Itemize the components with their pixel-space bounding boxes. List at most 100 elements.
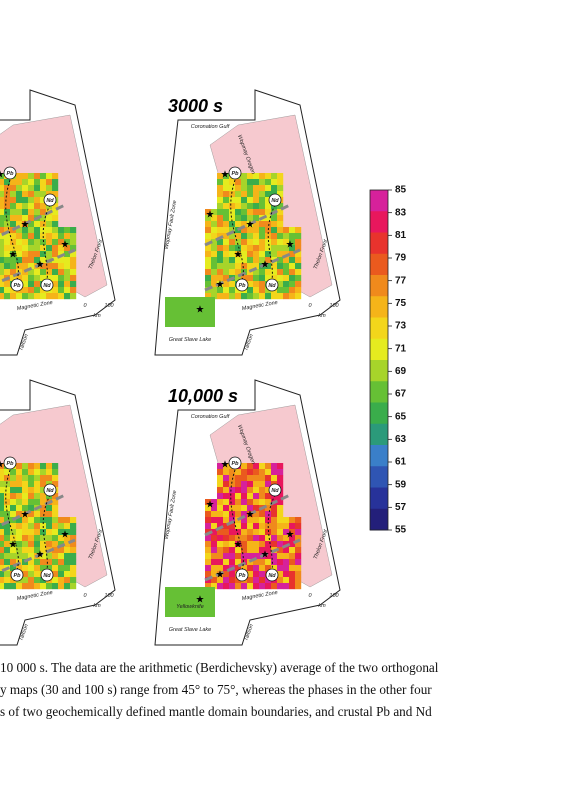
data-cell	[10, 179, 17, 186]
data-cell	[0, 571, 5, 578]
data-cell	[235, 523, 242, 530]
data-cell	[28, 185, 35, 192]
data-cell	[241, 553, 248, 560]
data-cell	[10, 523, 17, 530]
data-cell	[271, 263, 278, 270]
data-cell	[34, 547, 41, 554]
data-cell	[4, 553, 11, 560]
data-cell	[229, 281, 236, 288]
data-cell	[247, 233, 254, 240]
data-cell	[28, 173, 35, 180]
data-cell	[217, 481, 224, 488]
data-cell	[64, 269, 71, 276]
data-cell	[223, 505, 230, 512]
data-cell	[229, 203, 236, 210]
isotope-label: Pb	[238, 283, 246, 289]
data-cell	[277, 463, 284, 470]
data-cell	[211, 499, 218, 506]
data-cell	[265, 529, 272, 536]
data-cell	[28, 287, 35, 294]
data-cell	[70, 547, 77, 554]
data-cell	[52, 511, 59, 518]
data-cell	[205, 505, 212, 512]
data-cell	[241, 547, 248, 554]
data-cell	[217, 185, 224, 192]
data-cell	[0, 529, 5, 536]
data-cell	[259, 463, 266, 470]
colorbar-segment	[370, 338, 388, 361]
data-cell	[283, 523, 290, 530]
data-cell	[46, 583, 53, 590]
data-cell	[4, 469, 11, 476]
data-cell	[16, 529, 23, 536]
data-cell	[211, 245, 218, 252]
data-cell	[211, 287, 218, 294]
data-cell	[0, 493, 5, 500]
data-cell	[40, 505, 47, 512]
data-cell	[235, 487, 242, 494]
data-cell	[295, 263, 302, 270]
isotope-line	[230, 469, 244, 571]
data-cell	[0, 293, 5, 300]
data-cell	[253, 529, 260, 536]
data-cell	[205, 553, 212, 560]
data-cell	[10, 475, 17, 482]
data-cell	[28, 577, 35, 584]
map-label: Taltson	[243, 623, 255, 642]
isotope-line	[230, 179, 244, 281]
data-cell	[0, 215, 5, 222]
data-cell	[58, 257, 65, 264]
data-cell	[58, 269, 65, 276]
data-cell	[241, 203, 248, 210]
data-cell	[46, 269, 53, 276]
data-cell	[247, 257, 254, 264]
data-cell	[28, 245, 35, 252]
data-cell	[16, 221, 23, 228]
data-cell	[277, 293, 284, 300]
data-cell	[229, 233, 236, 240]
data-cell	[34, 529, 41, 536]
data-cell	[259, 269, 266, 276]
data-cell	[289, 535, 296, 542]
data-cell	[52, 529, 59, 536]
data-cell	[40, 565, 47, 572]
data-cell	[46, 233, 53, 240]
data-cell	[283, 583, 290, 590]
data-cell	[223, 281, 230, 288]
data-cell	[52, 209, 59, 216]
colorbar-tick-label: 69	[395, 366, 407, 377]
data-cell	[235, 583, 242, 590]
data-cell	[211, 221, 218, 228]
data-cell	[289, 245, 296, 252]
data-cell	[4, 517, 11, 524]
data-cell	[0, 275, 5, 282]
data-cell	[241, 245, 248, 252]
data-cell	[40, 469, 47, 476]
data-cell	[259, 209, 266, 216]
data-cell	[265, 209, 272, 216]
data-cell	[229, 505, 236, 512]
data-cell	[271, 179, 278, 186]
data-cell	[52, 275, 59, 282]
isotope-label: Nd	[46, 198, 54, 204]
data-cell	[247, 547, 254, 554]
data-cell	[277, 469, 284, 476]
data-cell	[52, 583, 59, 590]
data-cell	[28, 227, 35, 234]
data-cell	[40, 215, 47, 222]
data-cell	[217, 553, 224, 560]
data-cell	[205, 559, 212, 566]
data-cell	[4, 505, 11, 512]
data-cell	[241, 293, 248, 300]
data-cell	[265, 577, 272, 584]
data-cell	[259, 469, 266, 476]
data-cell	[259, 275, 266, 282]
data-cell	[58, 251, 65, 258]
data-cell	[277, 209, 284, 216]
data-cell	[52, 191, 59, 198]
data-cell	[253, 197, 260, 204]
data-cell	[4, 547, 11, 554]
data-cell	[229, 191, 236, 198]
data-cell	[28, 481, 35, 488]
isotope-marker	[43, 193, 57, 207]
